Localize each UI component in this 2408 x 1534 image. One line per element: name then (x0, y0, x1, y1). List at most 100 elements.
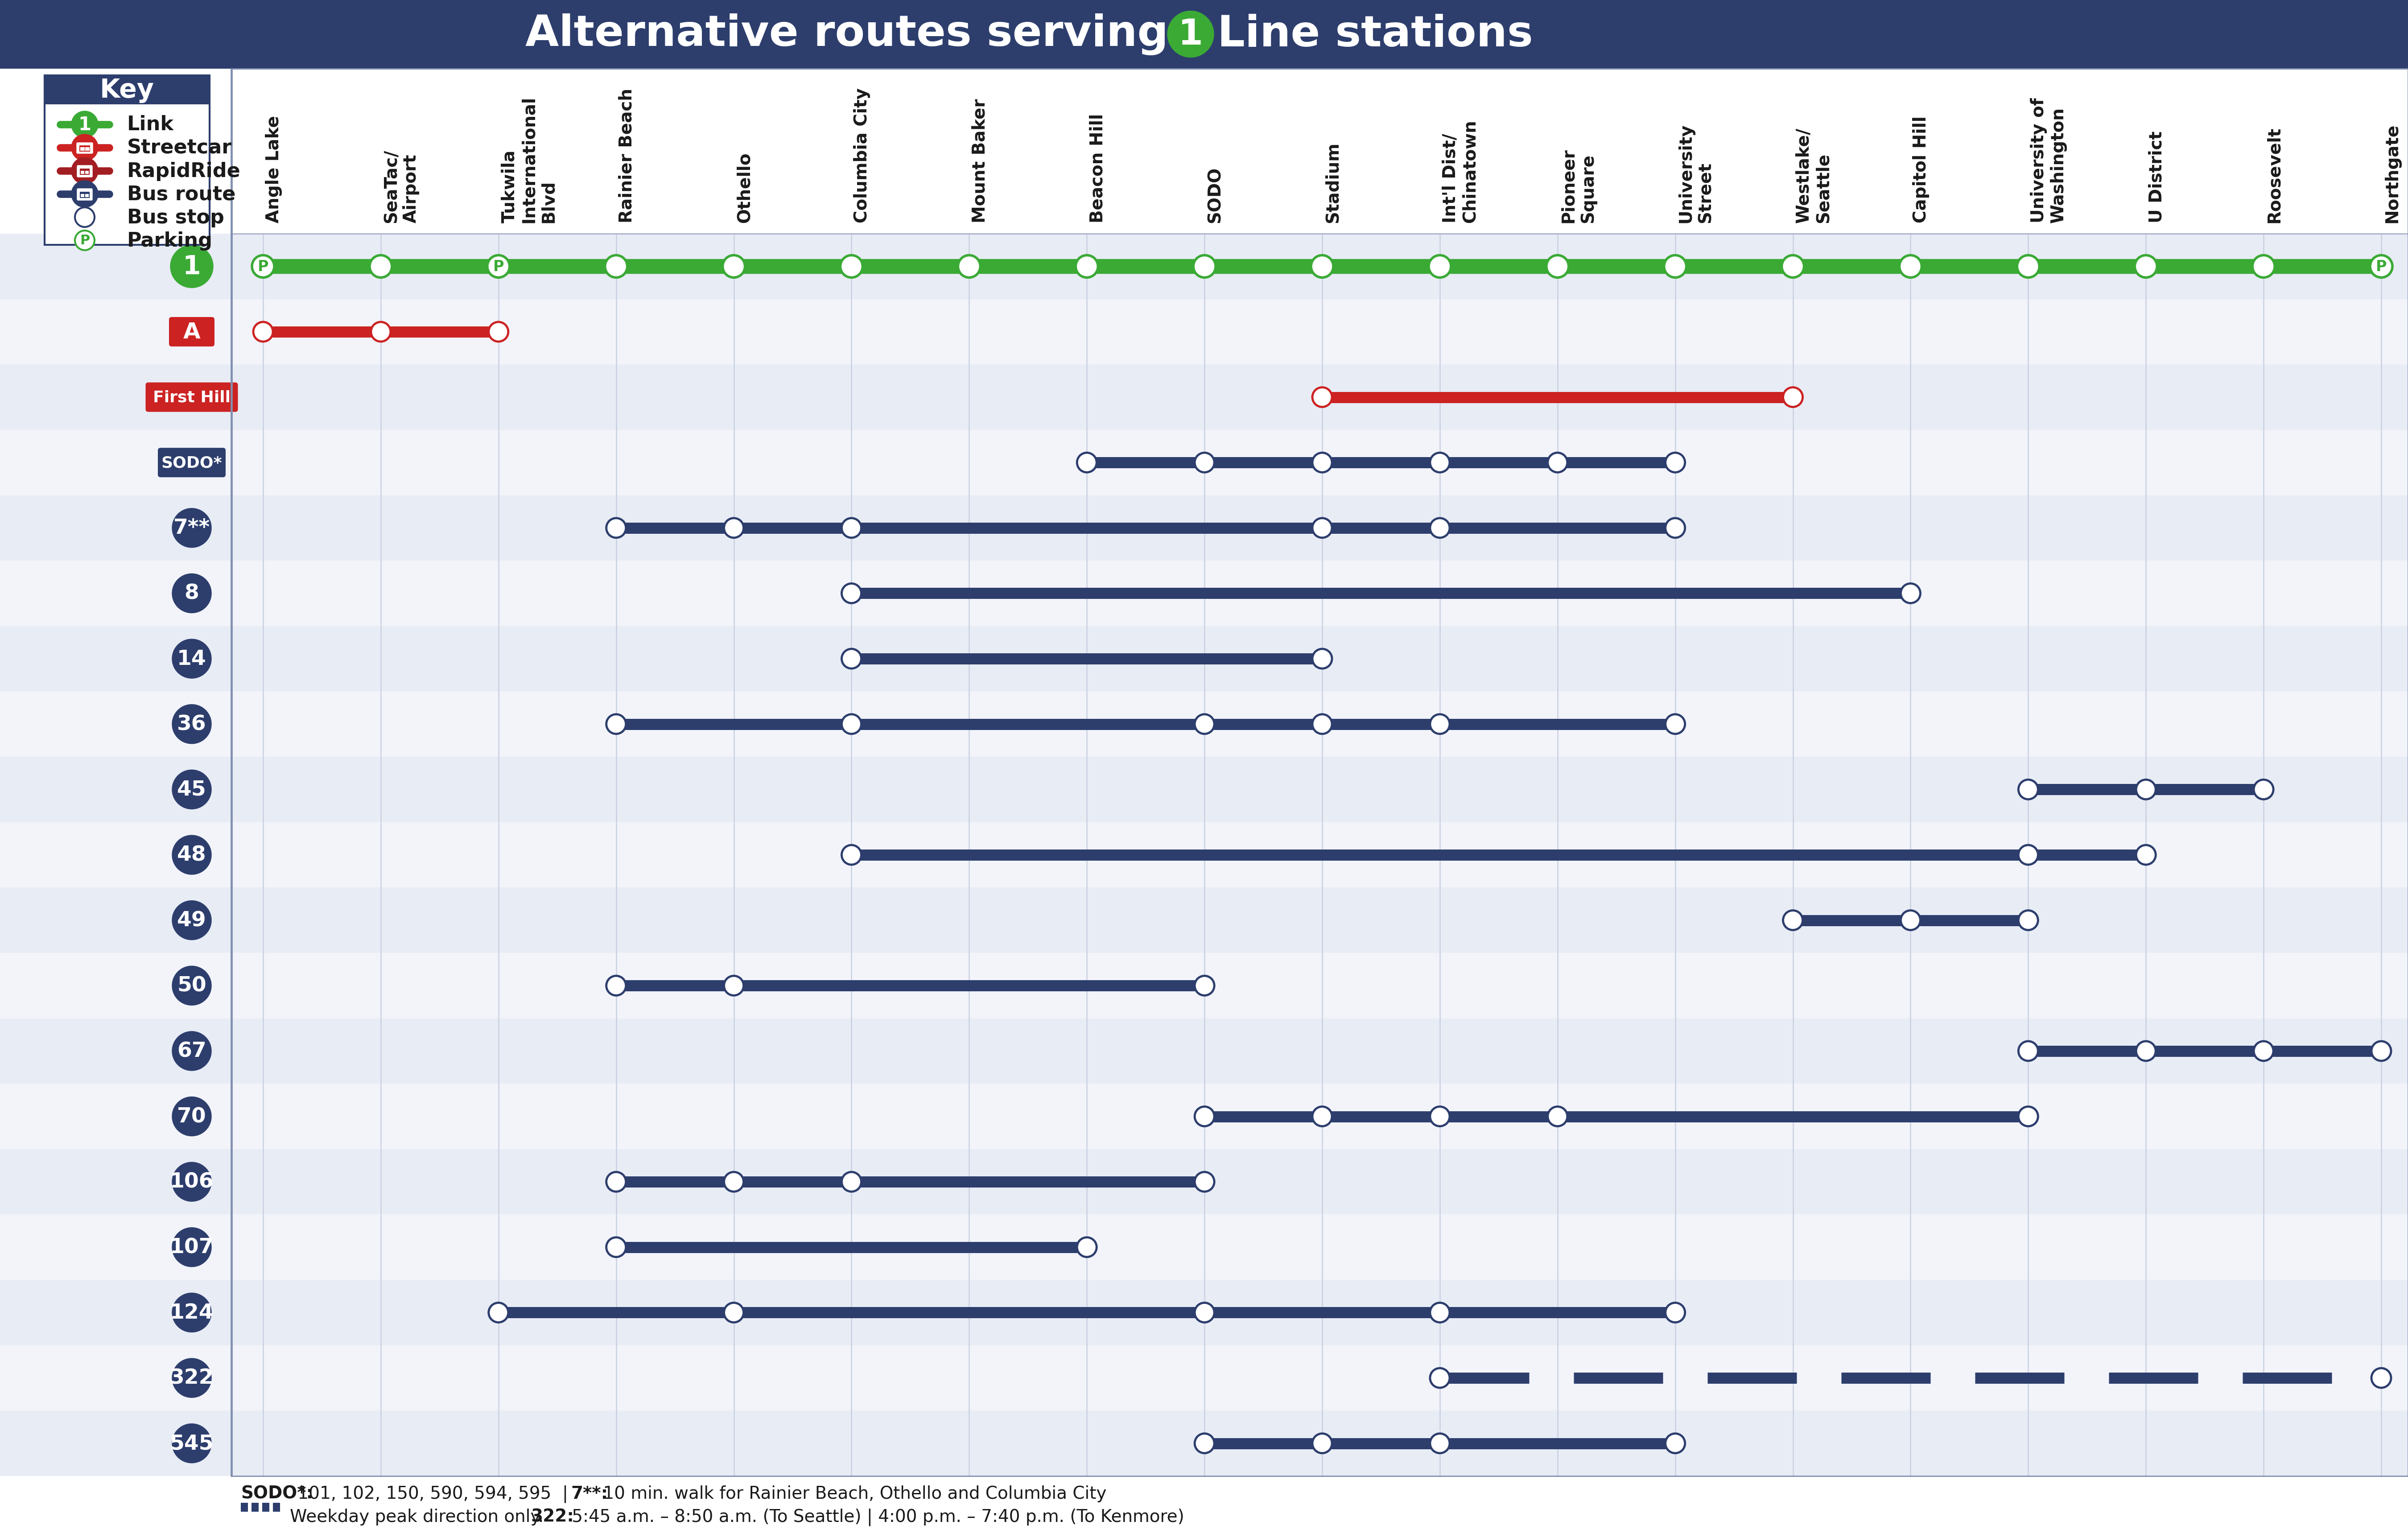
Circle shape (253, 256, 275, 278)
Bar (0, 1215, 231, 1279)
Circle shape (1782, 388, 1804, 407)
Bar (231, 888, 2408, 953)
Circle shape (1312, 1106, 1332, 1126)
Bar (0, 1411, 231, 1476)
Text: SODO*: SODO* (161, 456, 222, 471)
Circle shape (171, 1293, 212, 1332)
Circle shape (171, 900, 212, 940)
Bar (0, 365, 231, 430)
Bar (0, 756, 231, 822)
Circle shape (1900, 256, 1922, 278)
Text: Line stations: Line stations (1218, 14, 1534, 55)
Circle shape (171, 245, 214, 288)
Circle shape (604, 256, 626, 278)
Bar (0, 692, 231, 756)
Text: 322:: 322: (530, 1508, 573, 1525)
Text: 545: 545 (169, 1433, 214, 1453)
Bar (0, 0, 2408, 69)
Circle shape (1666, 715, 1686, 735)
FancyBboxPatch shape (77, 166, 92, 178)
Circle shape (72, 135, 99, 161)
Bar (0, 756, 231, 822)
Text: 50: 50 (178, 976, 207, 996)
Bar (0, 822, 231, 888)
Bar (0, 430, 231, 495)
Bar (0, 235, 231, 299)
Circle shape (171, 1097, 212, 1137)
Text: P: P (2377, 259, 2386, 275)
Circle shape (171, 1359, 212, 1397)
Bar (231, 430, 2408, 495)
Circle shape (1430, 715, 1450, 735)
Text: RapidRide: RapidRide (128, 161, 241, 181)
Circle shape (843, 649, 862, 669)
Circle shape (1076, 256, 1098, 278)
Text: Northgate: Northgate (2384, 123, 2401, 222)
Circle shape (725, 518, 744, 538)
Bar (231, 1019, 2408, 1085)
Circle shape (1310, 256, 1334, 278)
Circle shape (171, 1031, 212, 1071)
Bar (0, 561, 231, 626)
Circle shape (2254, 779, 2273, 799)
Text: 8: 8 (185, 583, 200, 603)
Circle shape (171, 1227, 212, 1267)
Bar (0, 953, 231, 1019)
Circle shape (1312, 1434, 1332, 1453)
Bar (231, 1345, 2408, 1411)
Circle shape (72, 158, 99, 184)
Circle shape (1900, 911, 1919, 930)
Bar (0, 1345, 231, 1411)
Circle shape (840, 256, 862, 278)
Text: Angle Lake: Angle Lake (265, 115, 282, 222)
Circle shape (2372, 1368, 2391, 1388)
Circle shape (253, 322, 272, 342)
Text: Alternative routes serving: Alternative routes serving (525, 14, 1168, 55)
Text: 101, 102, 150, 590, 594, 595  |: 101, 102, 150, 590, 594, 595 | (291, 1485, 580, 1503)
Bar (0, 888, 231, 953)
Circle shape (171, 574, 212, 614)
Circle shape (1548, 453, 1568, 472)
Bar (46, 75, 209, 104)
Circle shape (1666, 453, 1686, 472)
Circle shape (1428, 256, 1452, 278)
Circle shape (1076, 1238, 1096, 1256)
Bar (231, 756, 2408, 822)
Circle shape (1546, 256, 1568, 278)
Bar (0, 1279, 231, 1345)
Circle shape (2018, 1106, 2037, 1126)
Text: P: P (79, 235, 89, 247)
Text: Rainier Beach: Rainier Beach (619, 89, 636, 222)
Text: Columbia City: Columbia City (855, 87, 872, 222)
Circle shape (2018, 845, 2037, 865)
Circle shape (1194, 715, 1214, 735)
Circle shape (1666, 518, 1686, 538)
Text: 5:45 a.m. – 8:50 a.m. (To Seattle) | 4:00 p.m. – 7:40 p.m. (To Kenmore): 5:45 a.m. – 8:50 a.m. (To Seattle) | 4:0… (566, 1508, 1185, 1526)
Text: Stadium: Stadium (1324, 141, 1341, 222)
Circle shape (1430, 453, 1450, 472)
Bar (0, 1019, 231, 1085)
Text: SODO: SODO (1206, 167, 1223, 222)
Circle shape (607, 1172, 626, 1192)
Circle shape (2251, 256, 2276, 278)
Bar (79, 147, 84, 152)
Text: First Hill: First Hill (154, 390, 231, 405)
Circle shape (1194, 256, 1216, 278)
Bar (0, 1215, 231, 1279)
Circle shape (958, 256, 980, 278)
Circle shape (1430, 1368, 1450, 1388)
Circle shape (2136, 779, 2155, 799)
Circle shape (1194, 1302, 1214, 1322)
Text: Link: Link (128, 115, 173, 135)
Circle shape (1430, 1106, 1450, 1126)
Text: U District: U District (2148, 130, 2165, 222)
Bar (82, 172, 84, 175)
Circle shape (725, 1302, 744, 1322)
Text: 124: 124 (169, 1302, 214, 1322)
Circle shape (1312, 715, 1332, 735)
Bar (231, 1215, 2408, 1279)
Circle shape (1666, 1434, 1686, 1453)
Bar (250, 1503, 258, 1511)
Bar (231, 1085, 2408, 1149)
Text: Beacon Hill: Beacon Hill (1088, 114, 1105, 222)
